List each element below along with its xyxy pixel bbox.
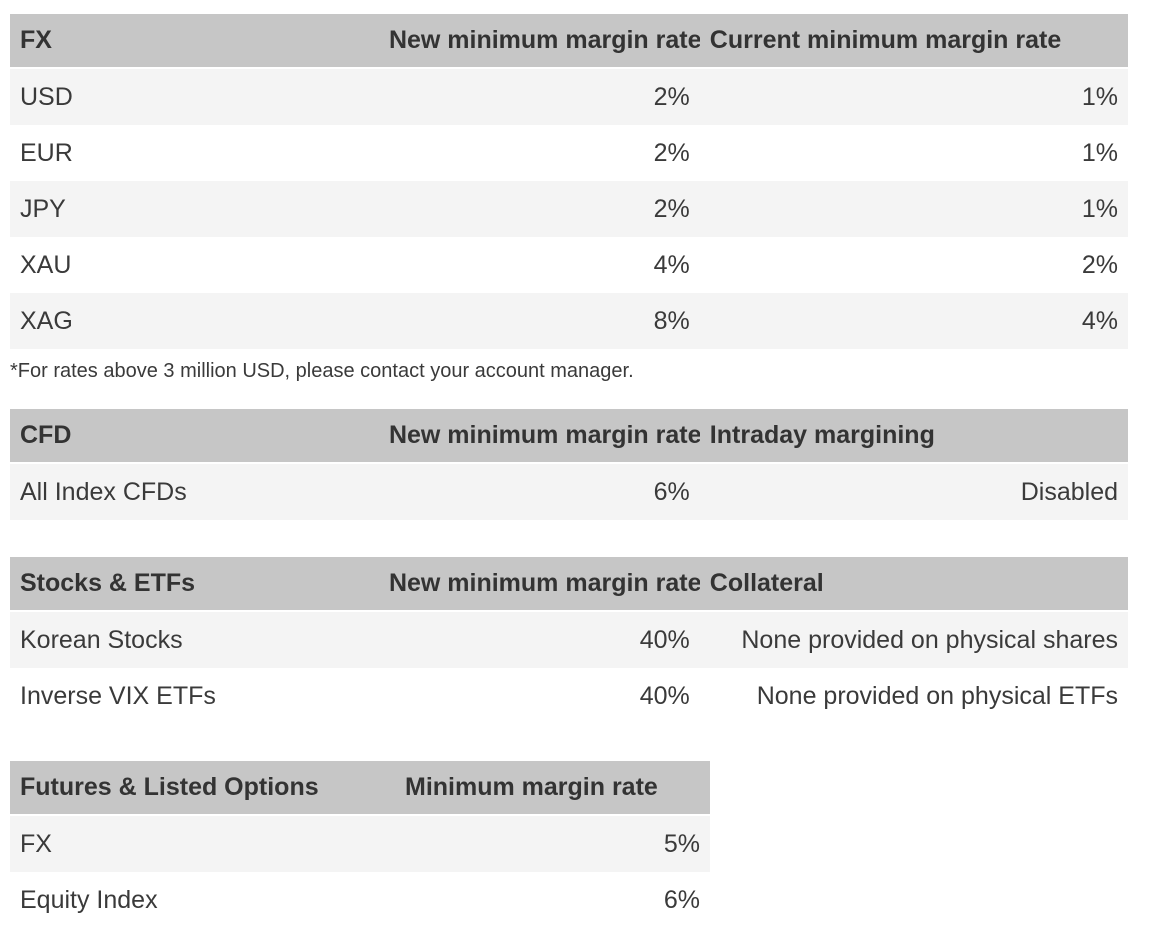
table-cell: 40% xyxy=(639,625,690,654)
fx-margin-table: FX New minimum margin rate* Current minimu… xyxy=(10,14,1128,349)
table-row: XAG 8% 4% xyxy=(10,293,1128,349)
column-header: New minimum margin rate xyxy=(378,557,700,612)
table-row: USD 2% 1% xyxy=(10,69,1128,125)
table-row: Equity Index 6% xyxy=(10,872,710,928)
column-header: Minimum margin rate xyxy=(395,761,710,816)
table-row: FX 5% xyxy=(10,816,710,872)
table-header-row: CFD New minimum margin rate Intraday margi… xyxy=(10,409,1128,464)
table-cell: 2% xyxy=(1081,250,1118,279)
table-row: Korean Stocks 40% None provided on physica… xyxy=(10,612,1128,668)
column-header: Current minimum margin rate xyxy=(699,14,1128,69)
table-cell: Inverse VIX ETFs xyxy=(20,681,216,710)
table-cell: 6% xyxy=(653,477,690,506)
table-row: XAU 4% 2% xyxy=(10,237,1128,293)
table-cell: 8% xyxy=(653,306,690,335)
table-cell: 2% xyxy=(653,138,690,167)
cfd-margin-table: CFD New minimum margin rate Intraday margi… xyxy=(10,409,1128,520)
table-cell: USD xyxy=(20,82,73,111)
table-cell: EUR xyxy=(20,138,73,167)
column-header: Futures & Listed Options xyxy=(10,761,395,816)
table-row: All Index CFDs 6% Disabled xyxy=(10,464,1128,520)
table-cell: 4% xyxy=(653,250,690,279)
table-header-row: FX New minimum margin rate* Current minimu… xyxy=(10,14,1128,69)
column-header: Collateral xyxy=(699,557,1128,612)
stocks-etfs-margin-table: Stocks & ETFs New minimum margin rate Coll… xyxy=(10,557,1128,724)
table-cell: 40% xyxy=(639,681,690,710)
table-cell: 5% xyxy=(663,829,700,858)
table-cell: 1% xyxy=(1081,82,1118,111)
column-header: Intraday margining xyxy=(699,409,1128,464)
column-header: FX xyxy=(10,14,379,69)
table-cell: None provided on physical ETFs xyxy=(756,681,1118,710)
table-cell: 1% xyxy=(1081,194,1118,223)
table-header-row: Stocks & ETFs New minimum margin rate Coll… xyxy=(10,557,1128,612)
table-row: EUR 2% 1% xyxy=(10,125,1128,181)
column-header: Stocks & ETFs xyxy=(10,557,379,612)
column-header: New minimum margin rate xyxy=(378,409,700,464)
table-cell: None provided on physical shares xyxy=(741,625,1118,654)
table-cell: Korean Stocks xyxy=(20,625,183,654)
table-cell: Disabled xyxy=(1020,477,1118,506)
table-cell: All Index CFDs xyxy=(20,477,187,506)
table-row: Inverse VIX ETFs 40% None provided on phys… xyxy=(10,668,1128,724)
table-cell: 1% xyxy=(1081,138,1118,167)
table-cell: XAU xyxy=(20,250,72,279)
table-cell: JPY xyxy=(20,194,66,223)
table-cell: 2% xyxy=(653,194,690,223)
column-header: New minimum margin rate* xyxy=(378,14,700,69)
table-cell: 4% xyxy=(1081,306,1118,335)
table-cell: FX xyxy=(20,829,52,858)
table-cell: Equity Index xyxy=(20,885,158,914)
column-header: CFD xyxy=(10,409,379,464)
table-cell: 6% xyxy=(663,885,700,914)
table-cell: 2% xyxy=(653,82,690,111)
table-header-row: Futures & Listed Options Minimum margin r… xyxy=(10,761,710,816)
futures-options-margin-table: Futures & Listed Options Minimum margin r… xyxy=(10,761,710,928)
table-row: JPY 2% 1% xyxy=(10,181,1128,237)
footnote: *For rates above 3 million USD, please c… xyxy=(10,360,634,382)
table-cell: XAG xyxy=(20,306,73,335)
margin-rates-page: FX New minimum margin rate* Current minimu… xyxy=(10,14,1128,928)
